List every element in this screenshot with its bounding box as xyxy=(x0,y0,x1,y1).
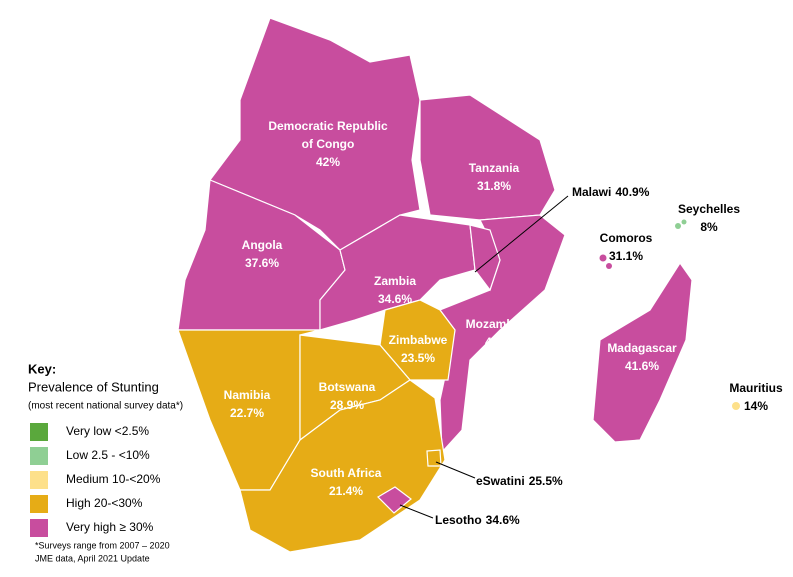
country-name: Zimbabwe xyxy=(389,333,448,347)
country-name: Lesotho xyxy=(435,513,482,527)
country-value: 23.5% xyxy=(401,351,435,365)
country-shape xyxy=(469,224,501,292)
key-swatch xyxy=(30,495,48,513)
country-name: Botswana xyxy=(319,380,376,394)
country-name: Madagascar xyxy=(607,341,677,355)
country-name: Mauritius xyxy=(729,381,783,395)
country-name: Tanzania xyxy=(469,161,520,175)
country-shape xyxy=(606,263,612,269)
country-shape xyxy=(732,402,740,410)
country-value: 42% xyxy=(316,155,340,169)
country-value: 21.4% xyxy=(329,484,363,498)
key-note: (most recent national survey data*) xyxy=(28,401,183,412)
country-value: 31.8% xyxy=(477,179,511,193)
country-name: Angola xyxy=(242,238,283,252)
country-name: Seychelles xyxy=(678,202,740,216)
countries xyxy=(177,17,740,553)
country-name: Namibia xyxy=(224,388,271,402)
country-value: 34.6% xyxy=(486,513,520,527)
country-value: 34.6% xyxy=(378,292,412,306)
country-name: South Africa xyxy=(311,466,382,480)
country-shape xyxy=(419,94,556,221)
key-label: Very low <2.5% xyxy=(66,424,149,438)
footnote: JME data, April 2021 Update xyxy=(35,553,150,563)
country-shape xyxy=(592,261,693,443)
key-swatch xyxy=(30,447,48,465)
leader-line xyxy=(399,504,434,519)
country-name: Mozambique xyxy=(466,317,539,331)
key-subtitle: Prevalence of Stunting xyxy=(28,379,159,394)
country-shape xyxy=(377,486,412,514)
footnote: *Surveys range from 2007 – 2020 xyxy=(35,540,170,550)
country-value: 25.5% xyxy=(529,474,563,488)
key-label: Low 2.5 - <10% xyxy=(66,448,150,462)
country-value: 8% xyxy=(700,220,718,234)
country-value: 42.3% xyxy=(485,335,519,349)
country-shape xyxy=(599,254,607,262)
country-value: 14% xyxy=(744,399,768,413)
country-value: 37.6% xyxy=(245,256,279,270)
country-shape xyxy=(426,449,442,467)
country-value: 28.9% xyxy=(330,398,364,412)
country-value: 41.6% xyxy=(625,359,659,373)
country-name: of Congo xyxy=(302,137,355,151)
key-label: Medium 10-<20% xyxy=(66,472,161,486)
country-name: Zambia xyxy=(374,274,416,288)
key-label: Very high ≥ 30% xyxy=(66,520,154,534)
country-value: 40.9% xyxy=(615,185,649,199)
key-label: High 20-<30% xyxy=(66,496,143,510)
leader-line xyxy=(474,195,569,273)
key-title: Key: xyxy=(28,361,56,376)
country-value: 22.7% xyxy=(230,406,264,420)
leaders xyxy=(399,195,569,519)
country-shape xyxy=(681,219,687,225)
leader-line xyxy=(435,461,476,479)
key-swatch xyxy=(30,471,48,489)
country-value: 31.1% xyxy=(609,249,643,263)
country-name: eSwatini xyxy=(476,474,525,488)
key-swatch xyxy=(30,423,48,441)
country-name: Malawi xyxy=(572,185,611,199)
country-name: Democratic Republic xyxy=(268,119,388,133)
country-name: Comoros xyxy=(600,231,653,245)
country-shape xyxy=(675,223,681,229)
country-shape xyxy=(439,214,566,454)
key-swatch xyxy=(30,519,48,537)
